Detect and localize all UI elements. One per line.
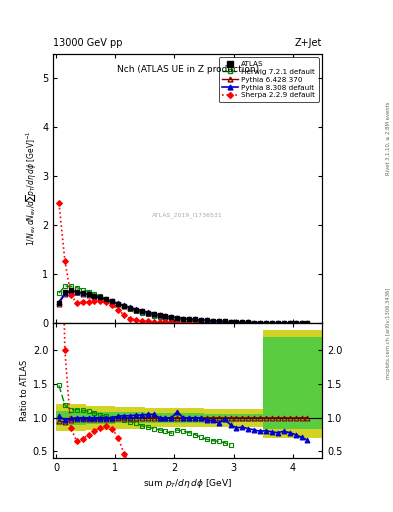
Y-axis label: $1/N_{\rm ev}\,dN_{\rm ev}/d\!\sum\!p_T/d\eta\,d\phi$ [GeV]$^{-1}$: $1/N_{\rm ev}\,dN_{\rm ev}/d\!\sum\!p_T/… — [24, 131, 38, 246]
Text: ATLAS_2019_I1736531: ATLAS_2019_I1736531 — [152, 212, 223, 219]
Text: Rivet 3.1.10, ≥ 2.8M events: Rivet 3.1.10, ≥ 2.8M events — [386, 101, 391, 175]
Legend: ATLAS, Herwig 7.2.1 default, Pythia 6.428 370, Pythia 8.308 default, Sherpa 2.2.: ATLAS, Herwig 7.2.1 default, Pythia 6.42… — [219, 57, 319, 102]
Text: 13000 GeV pp: 13000 GeV pp — [53, 38, 123, 48]
X-axis label: sum $p_T/d\eta\,d\phi$ [GeV]: sum $p_T/d\eta\,d\phi$ [GeV] — [143, 477, 232, 490]
Text: Nch (ATLAS UE in Z production): Nch (ATLAS UE in Z production) — [117, 65, 259, 74]
Text: Z+Jet: Z+Jet — [295, 38, 322, 48]
Text: mcplots.cern.ch [arXiv:1306.3436]: mcplots.cern.ch [arXiv:1306.3436] — [386, 287, 391, 378]
Y-axis label: Ratio to ATLAS: Ratio to ATLAS — [20, 360, 29, 421]
